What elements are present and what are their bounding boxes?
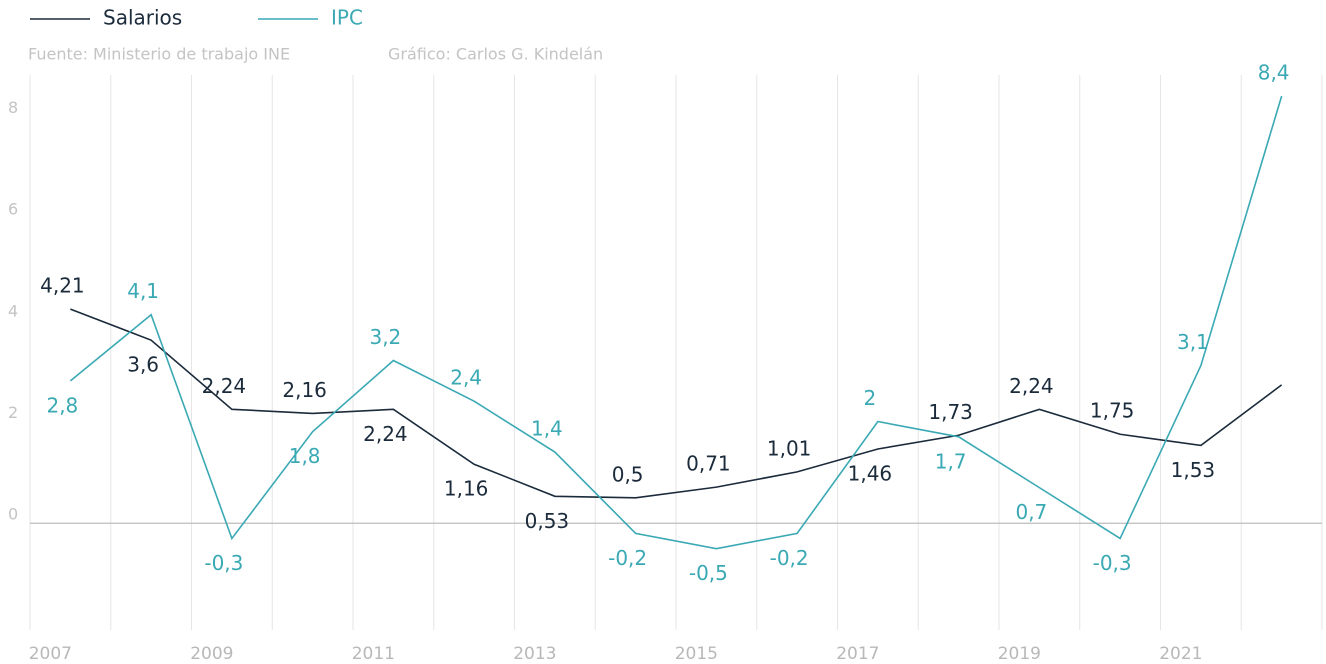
x-tick-label: 2019	[998, 644, 1041, 664]
data-label: 2,24	[202, 374, 247, 398]
data-label: 4,21	[40, 274, 85, 298]
y-tick-label: 4	[8, 301, 18, 320]
data-label: 8,4	[1258, 61, 1290, 85]
data-label: 0,53	[525, 509, 570, 533]
data-label: 1,46	[848, 461, 893, 485]
data-label: 1,16	[444, 477, 489, 501]
data-label: -0,3	[204, 551, 243, 575]
data-label: 3,1	[1177, 330, 1209, 354]
data-label: -0,2	[770, 546, 809, 570]
data-label: 1,53	[1171, 458, 1216, 482]
x-tick-label: 2009	[190, 644, 233, 664]
data-label: 3,2	[369, 325, 401, 349]
data-label: 2,16	[282, 378, 327, 402]
data-label: 3,6	[127, 353, 159, 377]
data-label: 2,8	[46, 393, 78, 417]
legend-label: IPC	[331, 6, 363, 30]
y-tick-label: 6	[8, 200, 18, 219]
data-label: 1,01	[767, 436, 812, 460]
data-label: 1,73	[928, 400, 973, 424]
data-label: 2,24	[363, 422, 408, 446]
data-label: 0,71	[686, 452, 731, 476]
data-label: 4,1	[127, 279, 159, 303]
data-label: 1,7	[935, 449, 967, 473]
legend-label: Salarios	[103, 6, 182, 30]
x-tick-label: 2011	[352, 644, 395, 664]
data-label: 1,75	[1090, 399, 1135, 423]
y-tick-label: 0	[8, 505, 18, 524]
x-tick-label: 2017	[836, 644, 879, 664]
source: Fuente: Ministerio de trabajo INE	[28, 45, 290, 64]
credit: Gráfico: Carlos G. Kindelán	[388, 45, 603, 64]
series-line	[70, 308, 1283, 499]
data-label: 1,4	[531, 417, 563, 441]
series-line	[69, 95, 1283, 550]
y-tick-label: 2	[8, 403, 18, 422]
x-tick-label: 2007	[29, 644, 72, 664]
y-tick-label: 8	[8, 98, 18, 117]
x-tick-label: 2021	[1159, 644, 1202, 664]
data-label: 2,4	[450, 366, 482, 390]
data-label: 2	[864, 386, 877, 410]
data-label: -0,2	[608, 546, 647, 570]
data-label: 1,8	[289, 444, 321, 468]
data-label: 0,5	[612, 462, 644, 486]
x-tick-label: 2015	[675, 644, 718, 664]
data-label: 0,7	[1015, 500, 1047, 524]
data-label: -0,3	[1093, 551, 1132, 575]
x-tick-label: 2013	[513, 644, 556, 664]
data-label: -0,5	[689, 561, 728, 585]
data-label: 2,24	[1009, 374, 1054, 398]
